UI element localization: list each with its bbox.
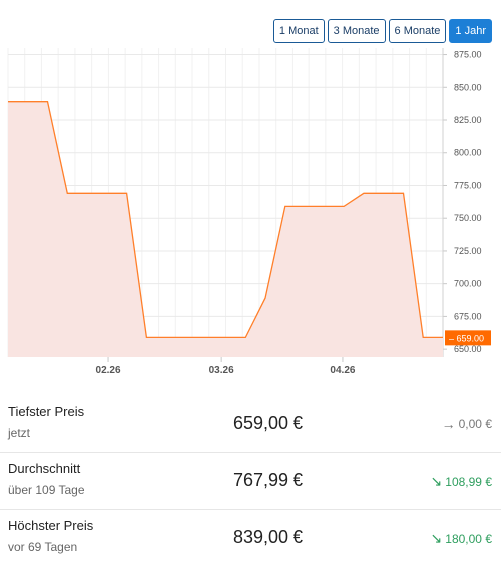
range-button-6-months[interactable]: 6 Monate [388, 19, 447, 43]
stat-sub: über 109 Tage [8, 483, 85, 497]
stat-label: Durchschnitt [8, 461, 81, 476]
y-axis-tick-label: 850.00 [454, 82, 482, 92]
price-area-fill [8, 101, 443, 357]
price-history-chart: 875.00 850.00 825.00 800.00 775.00 750.00 725.… [0, 44, 501, 384]
current-price-label: – 659.00 [449, 333, 484, 343]
time-range-selector: 1 Monat 3 Monate 6 Monate 1 Jahr [272, 19, 492, 43]
stat-delta-value: 180,00 € [445, 531, 492, 546]
stat-value: 839,00 € [233, 527, 304, 547]
x-axis-tick-label: 04.26 [330, 365, 355, 376]
y-axis-tick-label: 650.00 [454, 344, 482, 354]
range-button-3-months[interactable]: 3 Monate [327, 19, 386, 43]
y-axis-tick-label: 700.00 [454, 279, 482, 289]
range-button-1-year[interactable]: 1 Jahr [449, 19, 492, 43]
stat-label: Höchster Preis [8, 518, 94, 533]
arrow-down-right-icon: ↘ [430, 473, 443, 489]
stat-label: Tiefster Preis [8, 404, 85, 419]
stat-delta: ↘ 180,00 € [431, 530, 492, 547]
y-axis-tick-label: 725.00 [454, 246, 482, 256]
arrow-right-icon: → [441, 416, 456, 432]
x-axis-tick-label: 03.26 [209, 365, 234, 376]
x-axis-tick-label: 02.26 [96, 365, 121, 376]
stat-sub: jetzt [8, 426, 31, 440]
stat-delta: ↘ 108,99 € [431, 473, 492, 490]
stat-delta-value: 108,99 € [445, 474, 492, 489]
stat-value: 767,99 € [233, 470, 304, 490]
price-stats: Tiefster Preis jetzt 659,00 € → 0,00 € D… [0, 396, 501, 566]
stat-delta-value: 0,00 € [458, 417, 492, 431]
y-axis-tick-label: 750.00 [454, 213, 482, 223]
y-axis-tick-label: 675.00 [454, 311, 482, 321]
arrow-down-right-icon: ↘ [430, 530, 443, 546]
y-axis-tick-label: 800.00 [454, 148, 482, 158]
stat-row-average: Durchschnitt über 109 Tage 767,99 € ↘ 10… [0, 453, 501, 510]
y-axis-tick-label: 875.00 [454, 50, 482, 60]
y-axis-tick-label: 775.00 [454, 180, 482, 190]
stat-value: 659,00 € [233, 413, 304, 433]
stat-row-lowest: Tiefster Preis jetzt 659,00 € → 0,00 € [0, 396, 501, 453]
y-axis-tick-label: 825.00 [454, 115, 482, 125]
price-line [8, 101, 443, 339]
current-price-badge [445, 330, 491, 346]
range-button-1-month[interactable]: 1 Monat [272, 19, 325, 43]
price-chart-svg: 875.00 850.00 825.00 800.00 775.00 750.00 725.… [7, 48, 491, 376]
stat-row-highest: Höchster Preis vor 69 Tagen 839,00 € ↘ 1… [0, 510, 501, 566]
stat-delta: → 0,00 € [442, 416, 492, 432]
stat-sub: vor 69 Tagen [8, 540, 78, 554]
